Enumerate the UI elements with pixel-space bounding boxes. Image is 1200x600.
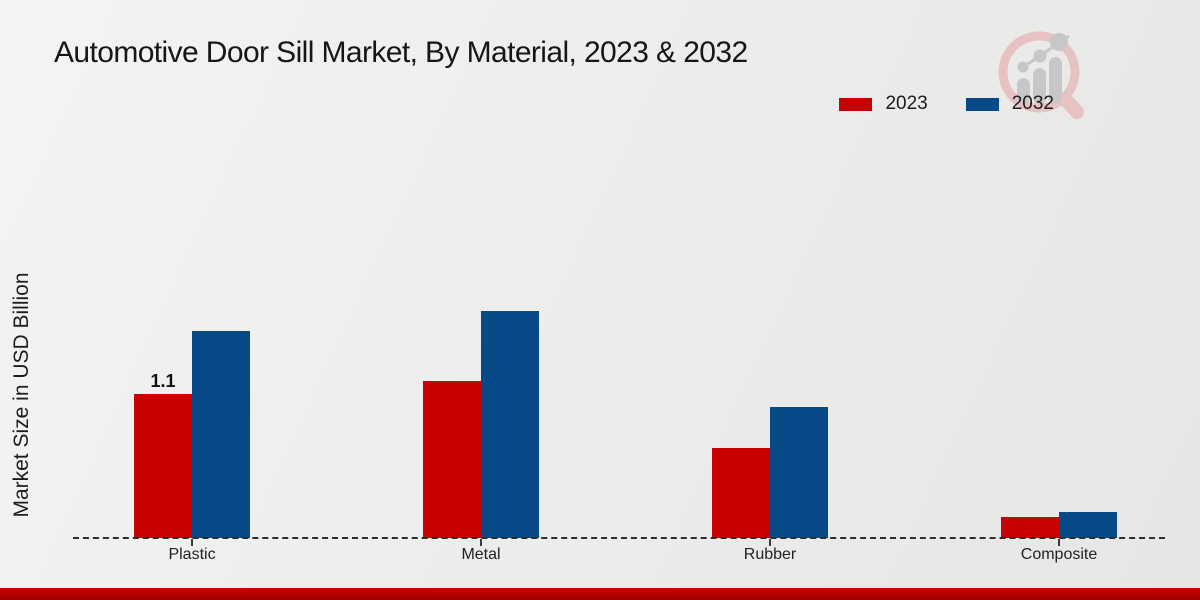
bar-value-label: 1.1 [150,371,176,391]
bar-2032-rubber[interactable] [770,407,828,538]
x-axis-tick [191,539,193,546]
legend-label-2032: 2032 [1011,93,1054,114]
legend-swatch-2023 [839,97,873,111]
legend-swatch-2032 [965,97,999,111]
y-axis-title: Market Size in USD Billion [10,272,33,518]
legend: 2023 2032 [839,93,1054,115]
brand-watermark [992,26,1084,127]
bar-2023-metal[interactable] [423,381,481,538]
x-axis-tick [480,539,482,546]
x-axis-label-rubber: Rubber [743,546,797,563]
bar-2032-plastic[interactable] [192,331,250,538]
x-axis-tick [1058,539,1060,546]
chart-title: Automotive Door Sill Market, By Material… [54,36,748,69]
legend-label-2023: 2023 [885,93,928,114]
x-axis-tick [769,539,771,546]
x-axis-label-composite: Composite [1020,546,1098,563]
bar-2032-metal[interactable] [481,311,539,538]
x-axis-label-metal: Metal [461,546,501,563]
bar-2032-composite[interactable] [1059,512,1117,538]
footer-accent-bar [0,588,1200,600]
x-axis-label-plastic: Plastic [168,546,216,563]
x-axis-baseline [73,537,1165,539]
bar-2023-plastic[interactable] [134,394,192,538]
bar-2023-composite[interactable] [1001,517,1059,538]
magnifier-trend-chart-logo-icon [998,31,1084,119]
legend-item-2032[interactable]: 2032 [965,93,1054,115]
bar-2023-rubber[interactable] [712,448,770,538]
legend-item-2023[interactable]: 2023 [839,93,928,115]
